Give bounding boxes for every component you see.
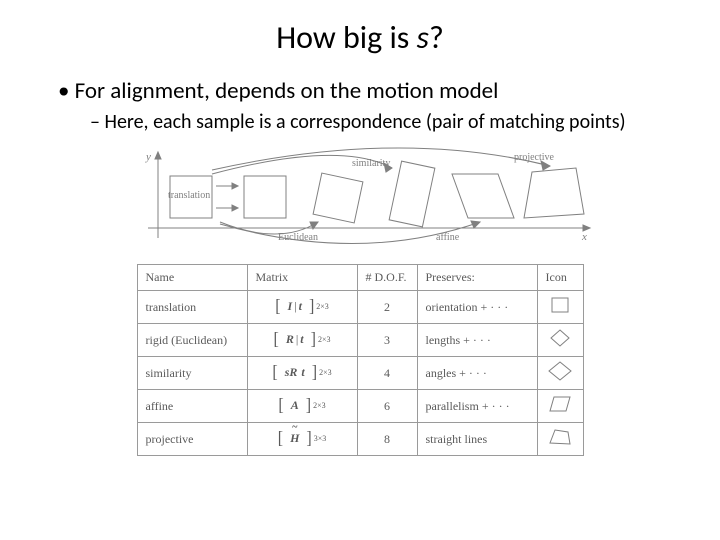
table-row: projective [ H ]3×3 8 straight lines xyxy=(137,423,583,456)
title-var: s xyxy=(417,18,429,57)
cell-preserves: angles + · · · xyxy=(417,357,537,390)
slide-title: How big is s? xyxy=(40,18,680,57)
th-icon: Icon xyxy=(537,265,583,291)
diagram-label-affine: affine xyxy=(436,232,460,243)
cell-dof: 8 xyxy=(357,423,417,456)
cell-name: projective xyxy=(137,423,247,456)
cell-preserves: straight lines xyxy=(417,423,537,456)
cell-name: affine xyxy=(137,390,247,423)
cell-icon xyxy=(537,423,583,456)
th-dof: # D.O.F. xyxy=(357,265,417,291)
cell-preserves: parallelism + · · · xyxy=(417,390,537,423)
bullet-level1: For alignment, depends on the motion mod… xyxy=(58,77,680,105)
cell-dof: 4 xyxy=(357,357,417,390)
cell-name: similarity xyxy=(137,357,247,390)
cell-dof: 2 xyxy=(357,291,417,324)
slide: How big is s? For alignment, depends on … xyxy=(0,0,720,540)
cell-matrix: [ sR t ]2×3 xyxy=(247,357,357,390)
axis-y-label: y xyxy=(145,151,151,163)
cell-dof: 3 xyxy=(357,324,417,357)
cell-icon xyxy=(537,324,583,357)
diagram-label-similarity: similarity xyxy=(352,158,390,169)
table-header-row: Name Matrix # D.O.F. Preserves: Icon xyxy=(137,265,583,291)
cell-matrix: [ H ]3×3 xyxy=(247,423,357,456)
cell-icon xyxy=(537,291,583,324)
transformations-diagram: x y translation Euclidean similarity aff… xyxy=(120,146,600,254)
cell-name: rigid (Euclidean) xyxy=(137,324,247,357)
transformations-table: Name Matrix # D.O.F. Preserves: Icon tra… xyxy=(137,264,584,456)
th-name: Name xyxy=(137,265,247,291)
title-prefix: How big is xyxy=(276,18,416,57)
cell-matrix: [ I | t ]2×3 xyxy=(247,291,357,324)
diamond-big-icon xyxy=(548,361,572,381)
trapezoid-icon xyxy=(548,427,572,447)
table-row: rigid (Euclidean) [ R | t ]2×3 3 lengths… xyxy=(137,324,583,357)
table-row: translation [ I | t ]2×3 2 orientation +… xyxy=(137,291,583,324)
table-row: similarity [ sR t ]2×3 4 angles + · · · xyxy=(137,357,583,390)
axis-x-label: x xyxy=(581,231,587,243)
diagram-label-translation: translation xyxy=(168,190,210,201)
square-icon xyxy=(548,295,572,315)
cell-dof: 6 xyxy=(357,390,417,423)
cell-preserves: orientation + · · · xyxy=(417,291,537,324)
title-suffix: ? xyxy=(429,18,444,57)
th-matrix: Matrix xyxy=(247,265,357,291)
bullet-level2: Here, each sample is a correspondence (p… xyxy=(90,111,680,134)
cell-matrix: [ R | t ]2×3 xyxy=(247,324,357,357)
parallelogram-icon xyxy=(548,394,572,414)
cell-icon xyxy=(537,390,583,423)
diamond-icon xyxy=(548,328,572,348)
cell-matrix: [ A ]2×3 xyxy=(247,390,357,423)
cell-icon xyxy=(537,357,583,390)
diagram-label-euclidean: Euclidean xyxy=(278,232,318,243)
diagram-label-projective: projective xyxy=(514,152,555,163)
cell-name: translation xyxy=(137,291,247,324)
table-row: affine [ A ]2×3 6 parallelism + · · · xyxy=(137,390,583,423)
th-preserves: Preserves: xyxy=(417,265,537,291)
cell-preserves: lengths + · · · xyxy=(417,324,537,357)
